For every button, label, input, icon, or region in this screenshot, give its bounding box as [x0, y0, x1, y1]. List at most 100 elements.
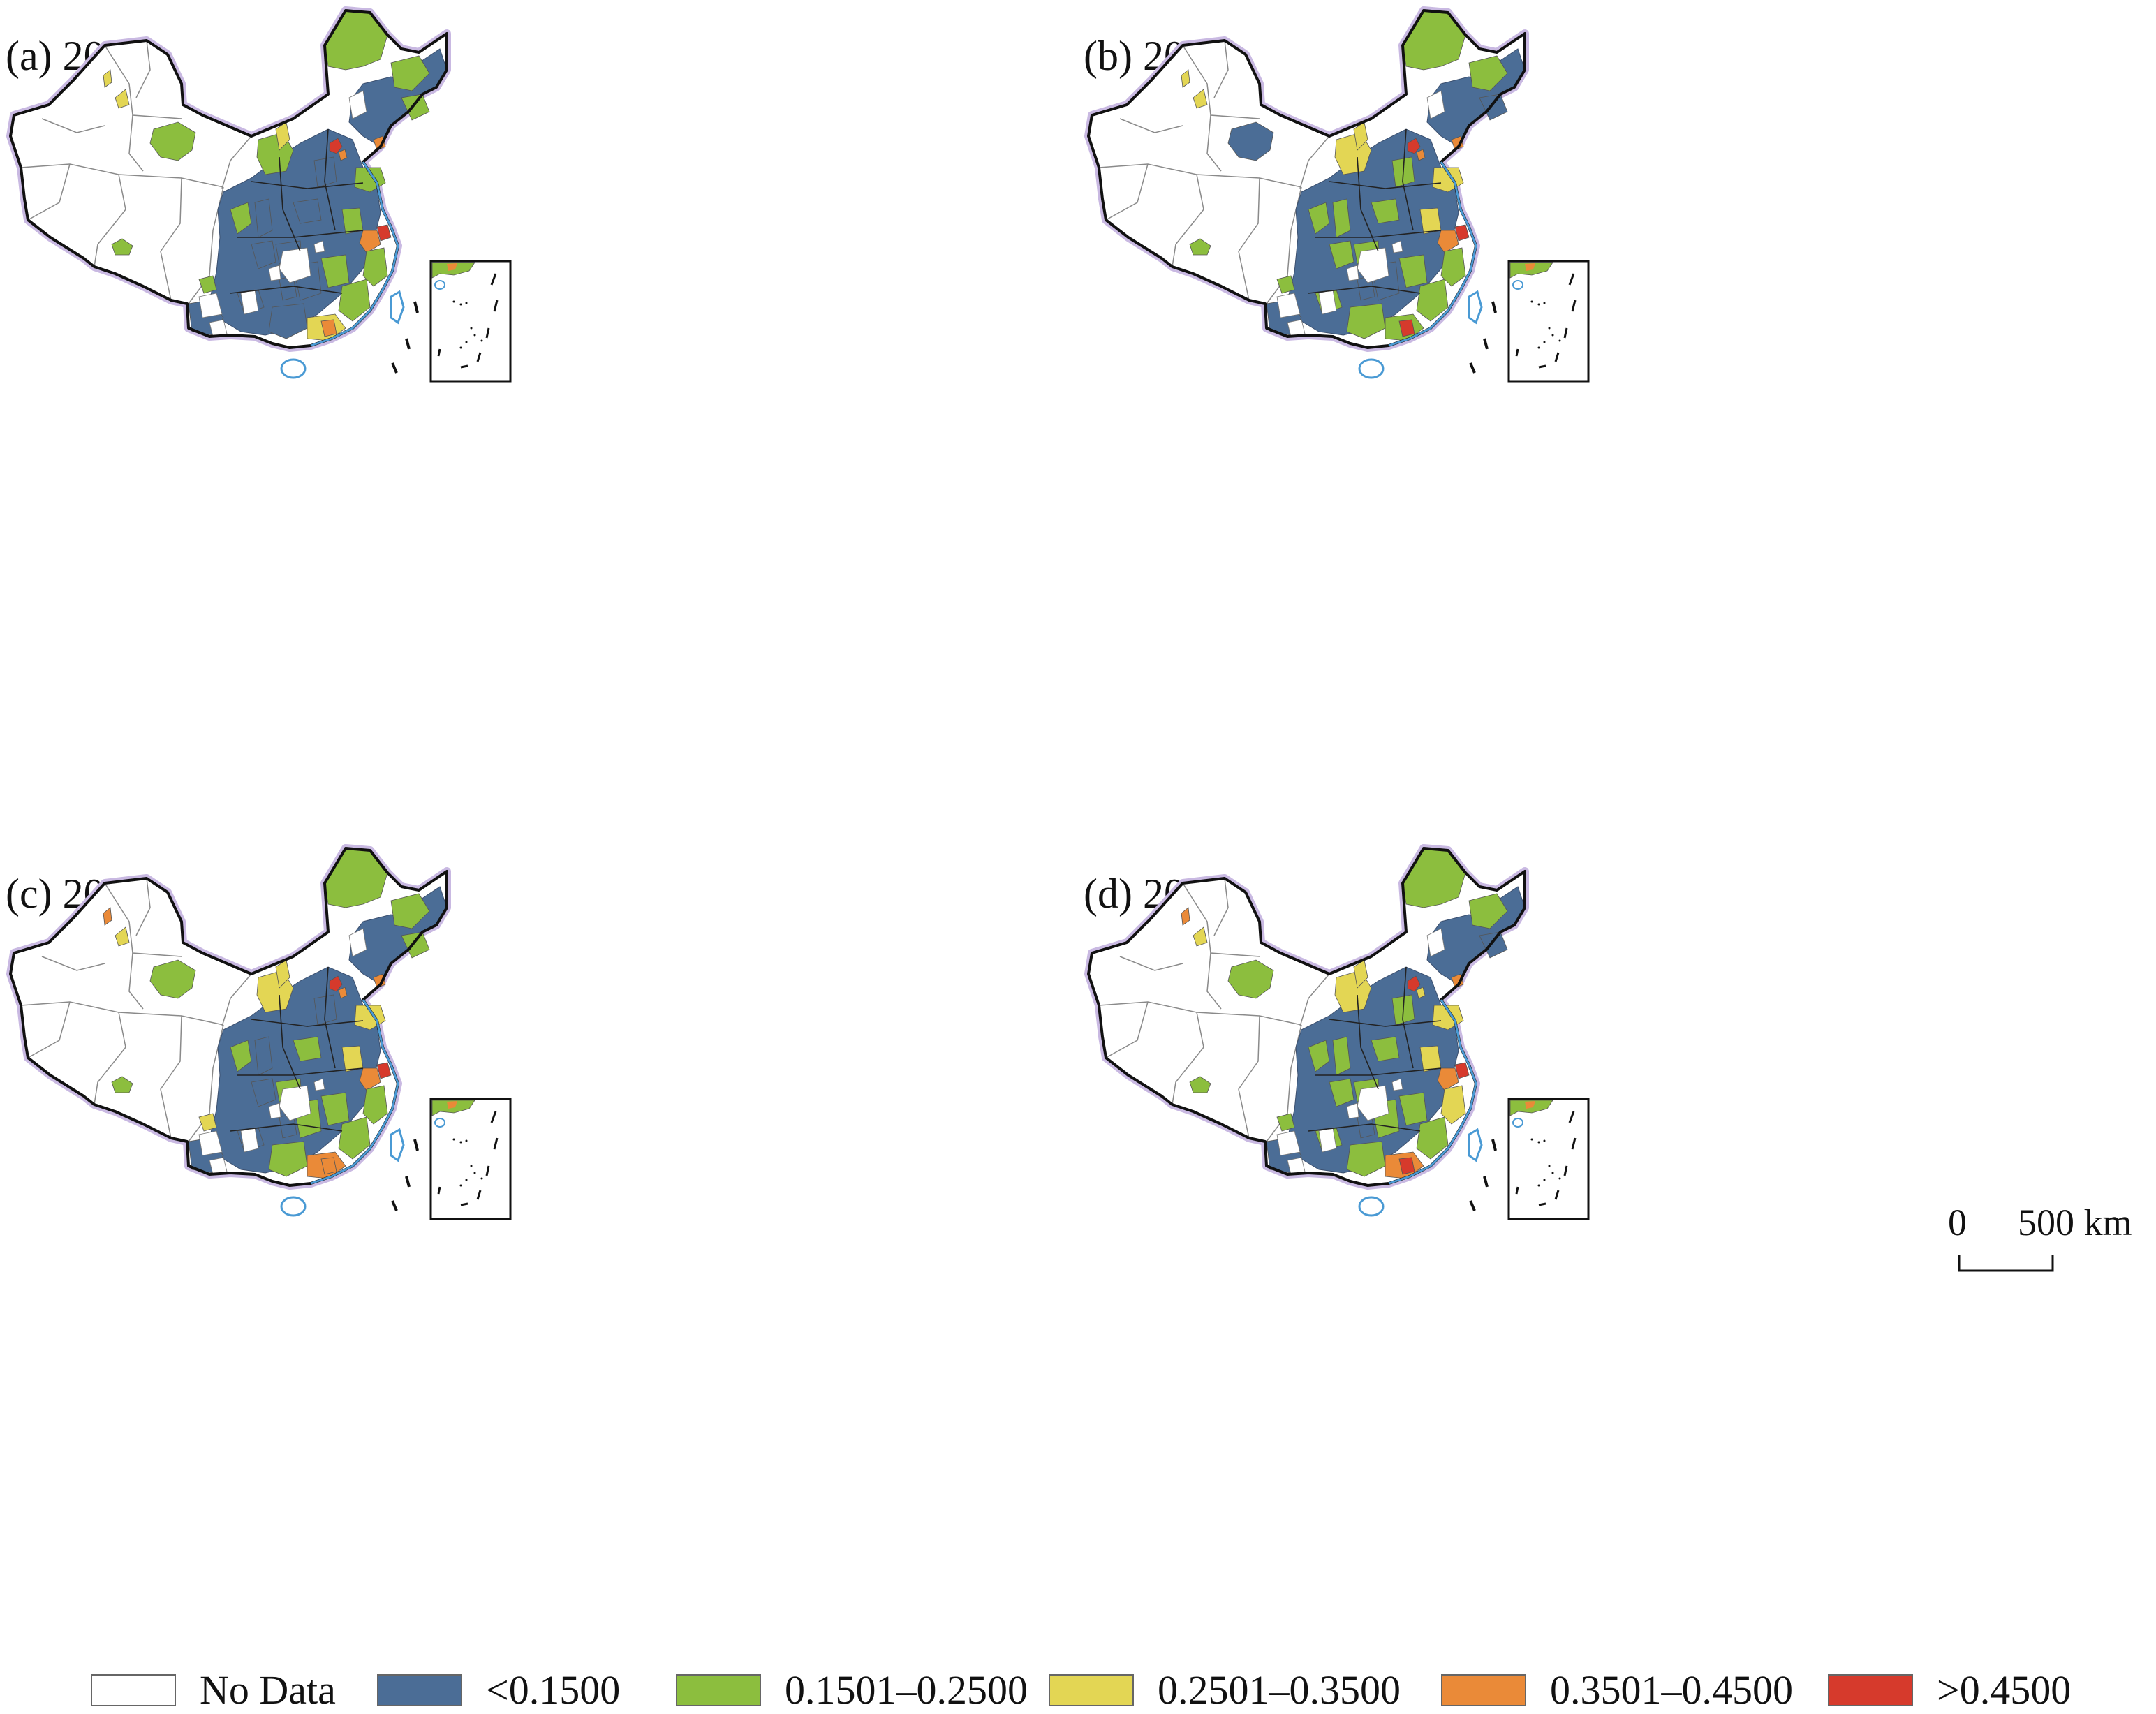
region-sichuanEdge: [1308, 202, 1330, 235]
coastline: [310, 161, 399, 347]
map-panel-2018: (d) 2018: [1078, 838, 2156, 1641]
inset-dash: [1563, 327, 1568, 339]
inset-island-dot: [1543, 302, 1546, 304]
region-yrDelta: [359, 230, 381, 253]
inset-island-dot: [452, 1138, 455, 1141]
dash-line: [1491, 1139, 1497, 1151]
province-boundary: [237, 230, 364, 238]
region-no-data: [279, 1085, 311, 1121]
region-gxGreen: [268, 1141, 308, 1177]
inset-coast-fill: [1509, 262, 1553, 279]
inset-island-dot: [473, 1172, 476, 1174]
legend: No Data <0.1500 0.1501–0.2500 0.2501–0.3…: [91, 1667, 2116, 1713]
province-boundary: [251, 1019, 364, 1027]
dash-line: [1491, 301, 1497, 313]
province-boundary: [1213, 40, 1229, 98]
region-shanghai: [1454, 224, 1470, 242]
dash-line: [1469, 362, 1476, 374]
region-xjYellow2: [1193, 926, 1208, 947]
inset-island-dot: [1530, 1138, 1533, 1141]
region-anhui: [1419, 207, 1442, 235]
inset-island-dot: [480, 1177, 483, 1180]
hainan-island: [1358, 358, 1385, 379]
province-boundary: [94, 174, 126, 267]
province-boundary: [251, 181, 364, 189]
inset-dash: [460, 1202, 468, 1206]
inset-island-dot: [465, 302, 468, 304]
inset-island-dot: [1548, 1165, 1551, 1167]
scale-bar-line: [1958, 1255, 2054, 1272]
region-shaanxi: [1332, 1036, 1351, 1076]
region-no-data: [198, 1130, 223, 1156]
region-no-data: [1287, 1157, 1306, 1175]
province-boundary: [27, 163, 71, 221]
region-chongqing: [1329, 240, 1354, 269]
legend-swatch: [1441, 1674, 1526, 1706]
province-boundary: [1238, 177, 1260, 301]
region-no-data: [1426, 90, 1445, 119]
legend-swatch: [1049, 1674, 1134, 1706]
region-no-data: [1346, 1102, 1359, 1119]
dash-line: [405, 1176, 411, 1188]
inset-dash: [1538, 364, 1546, 369]
inset-island-dot: [1543, 1139, 1546, 1142]
region-anhui: [341, 1045, 364, 1072]
legend-swatch: [377, 1674, 462, 1706]
region-beijing: [329, 975, 343, 992]
region-no-data: [1391, 1078, 1403, 1091]
region-xjYellow2: [115, 89, 130, 109]
region-no-data: [313, 1078, 325, 1091]
province-boundary: [1206, 952, 1222, 1010]
inset-island-dot: [473, 334, 476, 337]
province-boundary: [104, 45, 182, 119]
inset-dash: [1568, 1111, 1575, 1123]
inset-island-dot: [1537, 1184, 1540, 1187]
province-boundary: [230, 1123, 343, 1132]
region-tibetSpot: [1189, 238, 1211, 256]
region-no-data: [313, 240, 325, 253]
legend-label: <0.1500: [486, 1667, 621, 1713]
region-liaoning: [1451, 135, 1464, 151]
coastline: [1388, 161, 1477, 347]
inset-dash: [485, 327, 490, 339]
region-anhui: [341, 207, 364, 235]
china-map-group: [1084, 844, 1590, 1220]
region-sichuanEdge: [230, 1040, 252, 1072]
province-boundary: [1105, 1001, 1149, 1058]
map-panel-2015: (c) 2015: [0, 838, 1078, 1641]
region-shaanxi: [254, 1036, 273, 1076]
inset-dash: [1554, 1190, 1560, 1200]
province-boundary: [1119, 956, 1183, 971]
region-henanGreen: [293, 1036, 322, 1062]
legend-item-no-data: No Data: [91, 1667, 336, 1713]
taiwan-island: [390, 1128, 405, 1162]
province-boundary: [104, 882, 182, 957]
region-no-data: [1276, 1130, 1301, 1156]
inset-dash: [493, 1137, 499, 1150]
inset-coast-spot: [1525, 263, 1535, 271]
dash-line: [1483, 338, 1489, 350]
inset-island-dot: [459, 1184, 462, 1187]
region-xjYellow2: [115, 926, 130, 947]
inset-frame: [429, 260, 512, 383]
inset-island-dot: [1558, 339, 1561, 342]
region-yunnanSpot: [198, 275, 217, 294]
coastline: [310, 999, 399, 1185]
province-boundary: [1105, 163, 1149, 221]
region-gxGreen: [1346, 1141, 1386, 1177]
region-shanghai: [1454, 1062, 1470, 1079]
region-anhui: [1419, 1045, 1442, 1072]
province-boundary: [324, 966, 336, 1069]
inset-dash: [1571, 300, 1577, 312]
dash-line: [1483, 1176, 1489, 1188]
inset-island-dot: [1537, 1141, 1540, 1144]
region-gxGreen: [268, 303, 308, 339]
region-yunnanSpot: [198, 1113, 217, 1132]
legend-swatch: [91, 1674, 176, 1706]
inset-island-dot: [459, 1141, 462, 1144]
inset-dash: [493, 300, 499, 312]
region-yunnanSpot: [1276, 1113, 1295, 1132]
inset-island-dot: [1543, 341, 1546, 343]
region-fujian: [338, 279, 371, 322]
inset-dash: [476, 352, 482, 362]
